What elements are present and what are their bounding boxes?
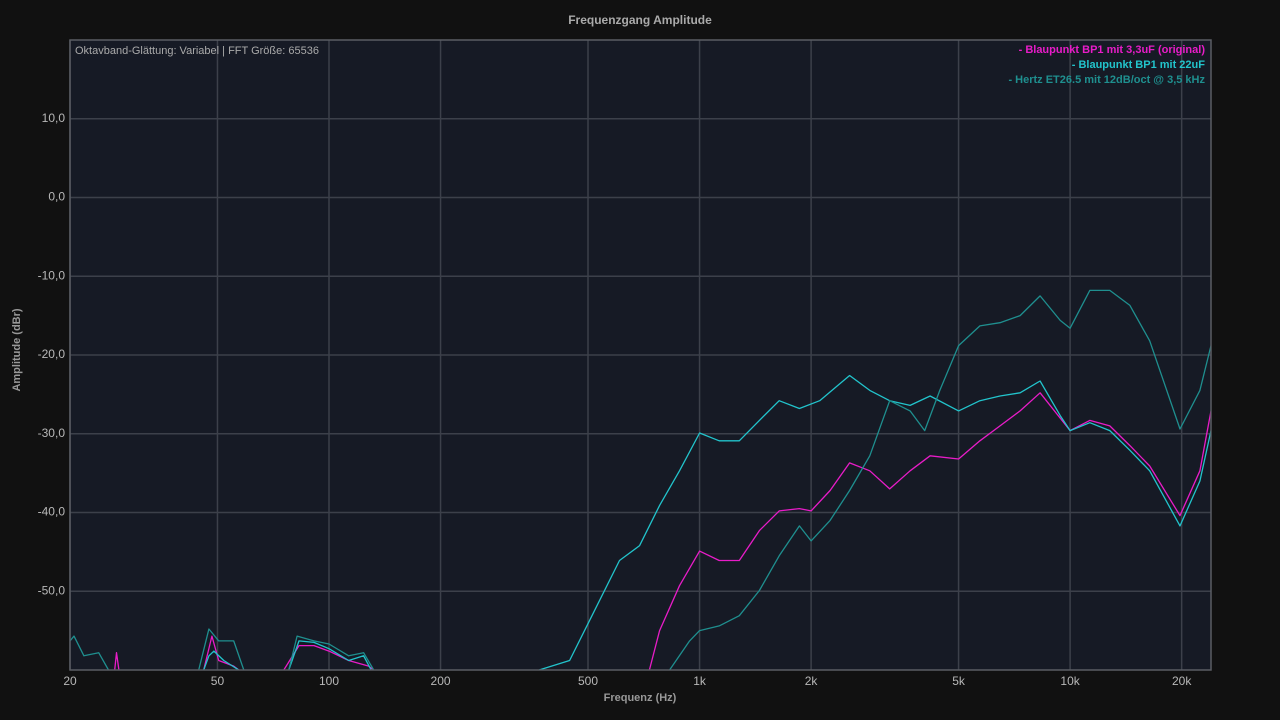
x-tick-label: 2k — [805, 674, 819, 688]
y-tick-label: -40,0 — [38, 505, 66, 519]
y-tick-label: -20,0 — [38, 347, 66, 361]
x-tick-label: 500 — [578, 674, 598, 688]
y-tick-label: 10,0 — [42, 111, 66, 125]
legend-entry: - Blaupunkt BP1 mit 22uF — [1072, 59, 1206, 71]
lines — [70, 289, 1211, 670]
y-tick-label: -50,0 — [38, 583, 66, 597]
grid: 10,0 0,0 -10,0 -20,0 -30,0 -40,0 -50,0 20 50 100 2… — [38, 40, 1211, 688]
plot-border — [69, 39, 1212, 671]
x-tick-label: 100 — [319, 674, 339, 688]
y-tick-label: -10,0 — [38, 268, 66, 282]
x-tick-label: 5k — [952, 674, 966, 688]
series-line — [114, 392, 1211, 670]
y-axis-label: Amplitude (dBr) — [11, 308, 23, 391]
x-axis-label: Frequenz (Hz) — [604, 692, 677, 704]
x-tick-label: 20k — [1172, 674, 1192, 688]
legend-entry: - Blaupunkt BP1 mit 3,3uF (original) — [1019, 44, 1206, 56]
x-tick-label: 1k — [693, 674, 707, 688]
series-line — [70, 289, 1211, 670]
x-tick-label: 10k — [1060, 674, 1080, 688]
annotation: Oktavband-Glättung: Variabel | FFT Größe… — [75, 45, 319, 57]
chart-title: Frequenzgang Amplitude — [568, 13, 712, 27]
y-tick-label: -30,0 — [38, 426, 66, 440]
x-tick-label: 50 — [211, 674, 225, 688]
y-tick-label: 0,0 — [48, 190, 65, 204]
legend: - Blaupunkt BP1 mit 3,3uF (original) - Bl… — [1008, 44, 1205, 86]
legend-entry: - Hertz ET26.5 mit 12dB/oct @ 3,5 kHz — [1008, 74, 1205, 86]
x-tick-label: 20 — [63, 674, 77, 688]
x-tick-label: 200 — [431, 674, 451, 688]
